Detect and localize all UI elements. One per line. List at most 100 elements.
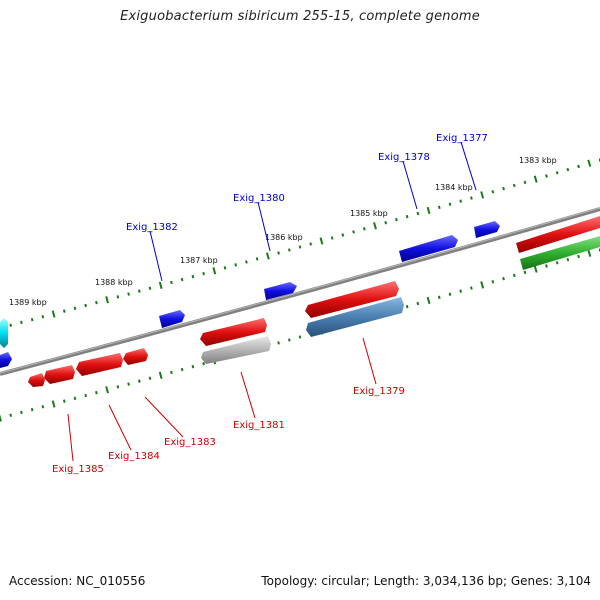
forward-ruler-minor-tick (137, 289, 141, 293)
forward-ruler-minor-tick (20, 320, 23, 325)
map-title: Exiguobacterium sibiricum 255-15, comple… (120, 9, 480, 24)
reverse-ruler-minor-tick (30, 407, 34, 412)
forward-ruler-minor-tick (405, 214, 409, 219)
scale-label-1389: 1389 kbp (9, 298, 47, 307)
forward-ruler-minor-tick (395, 217, 398, 222)
forward-ruler-minor-tick (362, 227, 366, 231)
reverse-ruler-major-tick (105, 386, 109, 394)
forward-ruler-minor-tick (416, 211, 420, 216)
gene-arrow[interactable] (399, 235, 458, 262)
forward-ruler-major-tick (105, 296, 109, 304)
forward-ruler-major-tick (533, 175, 538, 183)
gene-arrow[interactable] (44, 365, 75, 384)
reverse-ruler-major-tick (0, 414, 2, 422)
reverse-ruler-minor-tick (191, 364, 195, 369)
reverse-ruler-minor-tick (491, 280, 495, 284)
forward-ruler-major-tick (158, 281, 163, 289)
forward-ruler-minor-tick (470, 196, 473, 200)
reverse-ruler-minor-tick (555, 261, 559, 265)
forward-ruler-minor-tick (148, 286, 152, 290)
gene-label-exig-1384[interactable]: Exig_1384 (108, 451, 160, 462)
gene-arrow[interactable] (76, 353, 123, 376)
gene-label-exig-1383[interactable]: Exig_1383 (164, 437, 216, 448)
forward-ruler-minor-tick (202, 271, 205, 276)
gene-label-exig-1378[interactable]: Exig_1378 (378, 152, 430, 163)
reverse-ruler-minor-tick (416, 301, 420, 306)
reverse-ruler-minor-tick (73, 396, 77, 401)
forward-genes (0, 216, 600, 348)
forward-ruler-minor-tick (9, 323, 13, 327)
forward-ruler-minor-tick (255, 257, 259, 261)
gene-arrow[interactable] (264, 282, 297, 300)
backbone-highlight (0, 207, 600, 374)
forward-ruler-minor-tick (448, 202, 452, 206)
gene-label-exig-1380[interactable]: Exig_1380 (233, 193, 285, 204)
forward-ruler-minor-tick (234, 263, 238, 267)
forward-ruler-minor-tick (84, 303, 88, 308)
forward-ruler-minor-tick (287, 248, 291, 252)
forward-ruler-minor-tick (459, 199, 463, 203)
forward-ruler-major-tick (51, 310, 56, 318)
gene-arrow[interactable] (200, 318, 267, 346)
forward-ruler-major-tick (265, 252, 270, 260)
reverse-ruler-major-tick (426, 296, 431, 305)
reverse-ruler-minor-tick (277, 341, 280, 345)
gene-arrow[interactable] (306, 297, 404, 337)
reverse-ruler-minor-tick (84, 393, 88, 398)
forward-ruler-minor-tick (384, 221, 388, 225)
forward-ruler-major-tick (319, 237, 324, 245)
forward-ruler-major-tick (426, 206, 431, 215)
scale-label-1387: 1387 kbp (180, 256, 218, 265)
forward-ruler-minor-tick (95, 300, 98, 305)
gene-arrow[interactable] (474, 221, 500, 238)
forward-scale-ruler (0, 158, 600, 332)
forward-ruler-minor-tick (545, 174, 548, 178)
reverse-ruler-major-tick (587, 249, 592, 257)
reverse-ruler-minor-tick (459, 289, 463, 293)
reverse-ruler-minor-tick (116, 385, 120, 389)
gene-arrow[interactable] (123, 348, 148, 365)
gene-arrow[interactable] (159, 310, 185, 328)
gene-label-exig-1379[interactable]: Exig_1379 (353, 386, 405, 397)
forward-ruler-minor-tick (298, 245, 302, 249)
reverse-ruler-minor-tick (41, 405, 45, 409)
scale-label-1385: 1385 kbp (350, 209, 388, 218)
forward-ruler-major-tick (212, 267, 217, 275)
forward-ruler-minor-tick (277, 251, 280, 255)
forward-ruler-minor-tick (180, 277, 184, 282)
reverse-ruler-major-tick (51, 400, 56, 408)
gene-arrow[interactable] (28, 373, 45, 387)
forward-ruler-minor-tick (116, 295, 120, 299)
reverse-ruler-major-tick (158, 371, 163, 379)
forward-ruler-minor-tick (73, 306, 77, 311)
reverse-ruler-minor-tick (437, 295, 441, 300)
gene-arrow[interactable] (0, 318, 8, 348)
gene-arrow[interactable] (516, 216, 600, 253)
reverse-ruler-minor-tick (523, 270, 527, 275)
forward-ruler-minor-tick (555, 171, 559, 175)
forward-ruler-major-tick (587, 159, 592, 167)
forward-ruler-minor-tick (30, 317, 34, 322)
reverse-ruler-minor-tick (170, 370, 173, 375)
gene-label-exig-1381[interactable]: Exig_1381 (233, 420, 285, 431)
reverse-ruler-minor-tick (148, 376, 152, 380)
forward-ruler-minor-tick (512, 183, 516, 188)
gene-arrow[interactable] (305, 281, 399, 318)
gene-label-exig-1377[interactable]: Exig_1377 (436, 133, 488, 144)
reverse-ruler-minor-tick (9, 413, 13, 417)
gene-arrow[interactable] (0, 352, 12, 368)
gene-label-exig-1382[interactable]: Exig_1382 (126, 222, 178, 233)
gene-arrow[interactable] (201, 336, 271, 364)
forward-ruler-minor-tick (566, 167, 570, 172)
gene-label-exig-1385[interactable]: Exig_1385 (52, 464, 104, 475)
forward-ruler-minor-tick (127, 292, 130, 296)
forward-ruler-minor-tick (577, 164, 580, 169)
reverse-ruler-minor-tick (470, 286, 473, 290)
reverse-ruler-minor-tick (20, 410, 23, 415)
forward-ruler-minor-tick (502, 186, 505, 191)
reverse-ruler-minor-tick (180, 367, 184, 372)
gene-arrow[interactable] (520, 236, 600, 270)
reverse-ruler-major-tick (533, 265, 538, 273)
forward-ruler-minor-tick (309, 242, 313, 246)
